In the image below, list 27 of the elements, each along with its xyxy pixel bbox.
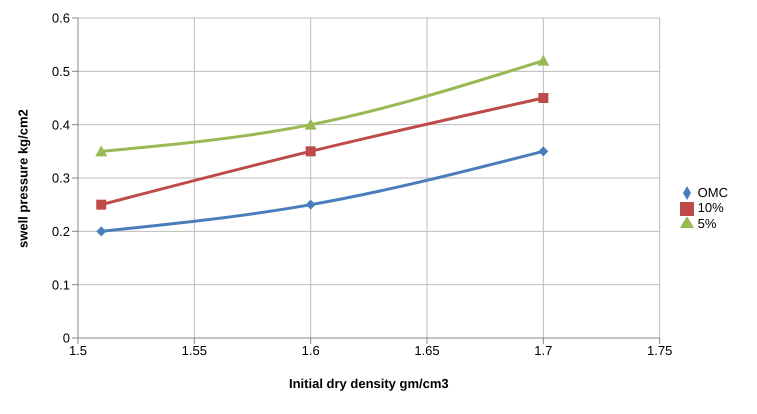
x-axis-title: Initial dry density gm/cm3 [289, 376, 449, 391]
legend-label: 5% [698, 216, 716, 231]
point [306, 200, 316, 210]
point [304, 118, 317, 130]
point [96, 226, 106, 236]
x-tick-label: 1.5 [68, 343, 88, 358]
point [538, 93, 548, 103]
point [537, 54, 550, 66]
legend-label: 10% [698, 200, 724, 216]
y-tick-label: 0.2 [52, 224, 70, 239]
y-tick-label: 0.6 [52, 10, 70, 26]
x-tick-label: 1.7 [534, 343, 552, 358]
x-tick-label: 1.6 [302, 343, 320, 358]
x-tick-label: 1.65 [414, 343, 440, 358]
y-tick-label: 0.4 [52, 117, 70, 132]
x-tick-label: 1.75 [647, 343, 672, 358]
x-tick-label: 1.55 [182, 343, 207, 358]
point [95, 145, 108, 156]
point [96, 200, 106, 210]
y-tick-label: 0 [62, 330, 70, 346]
y-tick-label: 0.1 [52, 277, 70, 292]
y-tick-label: 0.3 [52, 170, 70, 186]
legend-label: OMC [698, 184, 728, 200]
y-tick-label: 0.5 [52, 64, 70, 79]
point [538, 146, 548, 156]
y-axis-title: swell pressure kg/cm2 [16, 109, 31, 248]
point [306, 146, 316, 156]
